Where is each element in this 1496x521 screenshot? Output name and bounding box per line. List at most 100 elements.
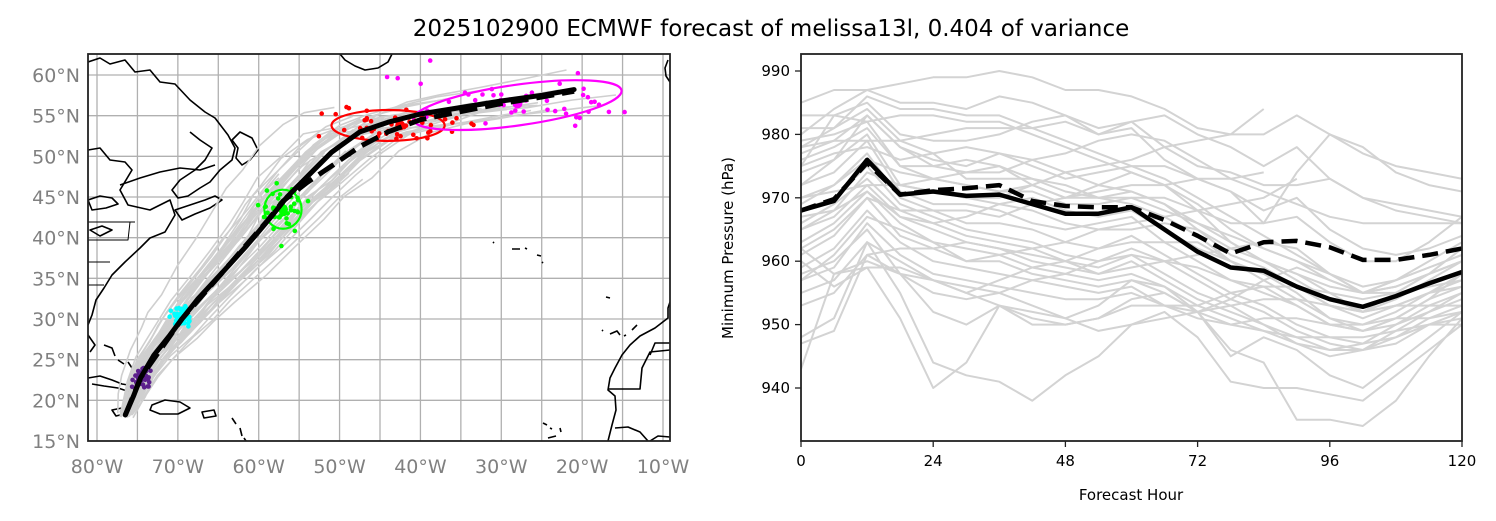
y-tick-label: 990 bbox=[761, 62, 790, 80]
ensemble-member-line bbox=[801, 108, 1462, 294]
cluster-point-96h bbox=[341, 127, 347, 133]
ensemble-member-line bbox=[801, 266, 1462, 427]
cluster-point-120h bbox=[513, 108, 518, 113]
ensemble-track bbox=[121, 115, 354, 414]
map-xtick-label: 60°W bbox=[232, 456, 285, 478]
cluster-point-120h bbox=[563, 111, 569, 116]
cluster-point-120h bbox=[480, 92, 485, 97]
pressure-plot-frame bbox=[800, 53, 1463, 442]
map-ytick-label: 50°N bbox=[32, 146, 80, 168]
cluster-point-120h bbox=[509, 110, 514, 115]
map-xtick-label: 70°W bbox=[152, 456, 205, 478]
coastline-bahamas bbox=[103, 344, 133, 369]
ensemble-member-line bbox=[801, 152, 1462, 345]
ensemble-member-line bbox=[801, 114, 1462, 263]
cluster-point-120h bbox=[395, 75, 401, 81]
cluster-point-120h bbox=[574, 115, 579, 120]
cluster-point-72h bbox=[292, 208, 297, 214]
cluster-point-120h bbox=[483, 121, 488, 126]
cluster-point-120h bbox=[622, 109, 627, 115]
map-xtick-label: 20°W bbox=[556, 456, 609, 478]
map-ytick-label: 25°N bbox=[32, 350, 80, 372]
cluster-point-72h bbox=[284, 216, 289, 221]
map-ytick-label: 55°N bbox=[32, 106, 80, 128]
x-tick-label: 96 bbox=[1320, 452, 1339, 470]
cluster-point-72h bbox=[274, 181, 280, 186]
cluster-point-72h bbox=[255, 202, 261, 208]
us-state-borders bbox=[88, 221, 135, 286]
coastline-greenland-tip bbox=[339, 54, 393, 71]
x-tick-label: 48 bbox=[1056, 452, 1075, 470]
ensemble-member-line bbox=[801, 165, 1462, 332]
map-ytick-label: 30°N bbox=[32, 309, 80, 331]
coastline-puerto-rico bbox=[201, 409, 217, 419]
cluster-point-48h bbox=[182, 320, 187, 326]
cluster-point-96h bbox=[469, 121, 474, 126]
cluster-point-96h bbox=[426, 130, 431, 135]
cluster-point-120h bbox=[384, 74, 390, 80]
cluster-point-24h bbox=[140, 382, 146, 387]
cluster-point-96h bbox=[442, 116, 448, 122]
coastline-madeira bbox=[605, 296, 611, 299]
cluster-point-72h bbox=[277, 192, 283, 197]
map-ytick-label: 60°N bbox=[32, 65, 80, 87]
cluster-point-48h bbox=[186, 324, 191, 329]
coastline-iberia-edge bbox=[664, 59, 670, 83]
cluster-point-120h bbox=[575, 70, 581, 76]
map-xtick-label: 40°W bbox=[394, 456, 447, 478]
coastline-west-africa-bulge bbox=[614, 426, 670, 441]
coastline-st-lawrence bbox=[119, 164, 216, 186]
mean-tracks bbox=[122, 87, 577, 418]
ensemble-member-line bbox=[801, 247, 1462, 326]
map-ytick-label: 35°N bbox=[32, 268, 80, 290]
cluster-point-120h bbox=[472, 97, 478, 103]
x-tick-label: 24 bbox=[924, 452, 943, 470]
ensemble-track bbox=[119, 127, 332, 418]
cluster-point-120h bbox=[557, 81, 562, 86]
coastline-cape-verde bbox=[542, 422, 562, 439]
coastline-canaries bbox=[601, 324, 638, 337]
cluster-point-120h bbox=[592, 99, 597, 105]
ensemble-member-line bbox=[801, 241, 1462, 313]
cluster-point-72h bbox=[264, 188, 270, 193]
cluster-point-120h bbox=[418, 81, 424, 87]
cluster-point-120h bbox=[491, 93, 496, 98]
cluster-point-120h bbox=[446, 99, 452, 105]
x-tick-label: 0 bbox=[796, 452, 806, 470]
cluster-point-120h bbox=[544, 98, 550, 104]
cluster-point-48h bbox=[172, 311, 177, 317]
mean-track-dashed bbox=[122, 88, 575, 416]
ensemble-member-line bbox=[801, 190, 1462, 351]
cluster-point-96h bbox=[368, 118, 374, 124]
cluster-point-120h bbox=[606, 109, 612, 115]
ensemble-member-line bbox=[801, 253, 1462, 332]
cluster-point-120h bbox=[585, 94, 591, 100]
cluster-point-72h bbox=[275, 196, 281, 201]
ensemble-member-line bbox=[801, 146, 1462, 313]
cluster-point-48h bbox=[177, 306, 183, 312]
cluster-point-96h bbox=[454, 115, 459, 121]
cluster-point-96h bbox=[394, 132, 400, 137]
y-tick-label: 950 bbox=[761, 316, 790, 334]
ensemble-member-line bbox=[801, 70, 1462, 180]
ensemble-member-line bbox=[801, 241, 1462, 345]
cluster-point-72h bbox=[279, 243, 284, 249]
map-ytick-label: 45°N bbox=[32, 187, 80, 209]
y-tick-label: 960 bbox=[761, 252, 790, 270]
cluster-point-96h bbox=[398, 133, 403, 139]
pressure-plot-panel: 0 24 48 72 96 120 940 950 960 970 980 990 Forecast … bbox=[719, 53, 1476, 504]
ensemble-member-line bbox=[801, 133, 1462, 225]
ensemble-member-line bbox=[801, 190, 1462, 294]
coastline-western-sahara-border bbox=[608, 342, 670, 390]
cluster-point-72h bbox=[277, 215, 282, 220]
cluster-ellipse-96h bbox=[330, 108, 446, 142]
cluster-point-48h bbox=[183, 303, 188, 309]
cluster-point-120h bbox=[572, 123, 578, 129]
cluster-point-72h bbox=[292, 228, 298, 234]
coastline-hispaniola bbox=[149, 399, 191, 415]
cluster-point-96h bbox=[428, 122, 434, 128]
cluster-point-24h bbox=[146, 384, 151, 389]
cluster-point-120h bbox=[545, 107, 550, 113]
ensemble-track bbox=[117, 106, 335, 414]
ensemble-track bbox=[120, 112, 433, 416]
